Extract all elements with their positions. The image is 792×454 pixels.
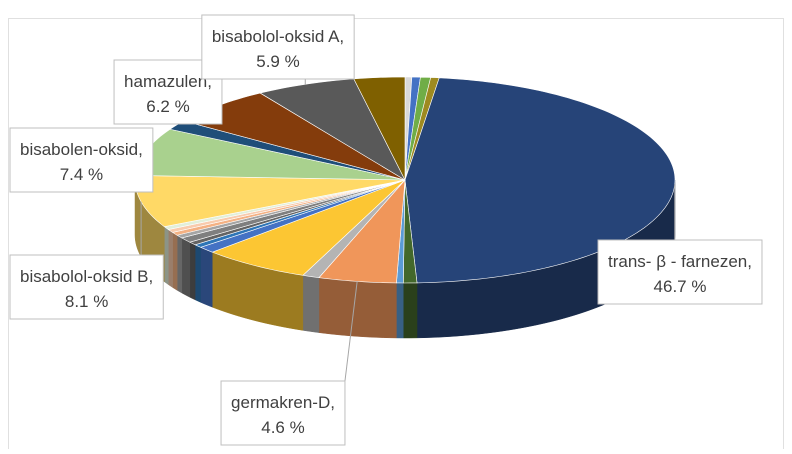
label-name: bisabolol-oksid A,	[212, 27, 344, 46]
label-name: hamazulen,	[124, 72, 212, 91]
slice-side	[176, 234, 183, 294]
slice-side	[403, 282, 418, 339]
chart-frame	[8, 18, 784, 454]
label-value: 8.1 %	[65, 292, 108, 311]
slice	[259, 78, 406, 181]
slice-side	[194, 244, 201, 303]
leader-line	[344, 281, 358, 382]
label-value: 7.4 %	[60, 165, 103, 184]
slice	[211, 179, 406, 276]
label-box	[9, 254, 164, 320]
data-label: bisabolol-oksid B, 8.1 %	[9, 201, 164, 320]
label-value: 6.2 %	[146, 97, 189, 116]
slice	[404, 77, 676, 284]
label-box	[9, 127, 154, 193]
slice-side	[164, 226, 169, 286]
label-value: 46.7 %	[654, 277, 707, 296]
label-name: bisabolol-oksid B,	[20, 267, 153, 286]
slice-side	[172, 231, 178, 291]
data-label: hamazulen, 6.2 %	[113, 59, 223, 125]
label-name: trans- β - farnezen,	[608, 252, 752, 271]
label-name: germakren-D,	[231, 393, 335, 412]
slice-side	[168, 229, 173, 288]
slice-side	[189, 241, 196, 301]
label-box	[597, 239, 763, 305]
slice-side	[302, 275, 320, 333]
data-label: trans- β - farnezen, 46.7 %	[597, 184, 763, 305]
slice	[318, 179, 406, 284]
label-value: 5.9 %	[256, 52, 299, 71]
data-label: bisabolol-oksid A, 5.9 %	[201, 14, 355, 85]
label-box	[201, 14, 355, 80]
slice-side	[181, 237, 191, 298]
slice-side	[200, 246, 213, 308]
data-label: bisabolen-oksid, 7.4 %	[9, 127, 154, 193]
label-name: bisabolen-oksid,	[20, 140, 143, 159]
label-value: 4.6 %	[261, 418, 304, 437]
slice-side	[396, 282, 404, 339]
data-label: germakren-D, 4.6 %	[220, 281, 358, 446]
slice	[353, 76, 406, 181]
label-box	[220, 380, 346, 446]
slice-side	[318, 277, 397, 339]
